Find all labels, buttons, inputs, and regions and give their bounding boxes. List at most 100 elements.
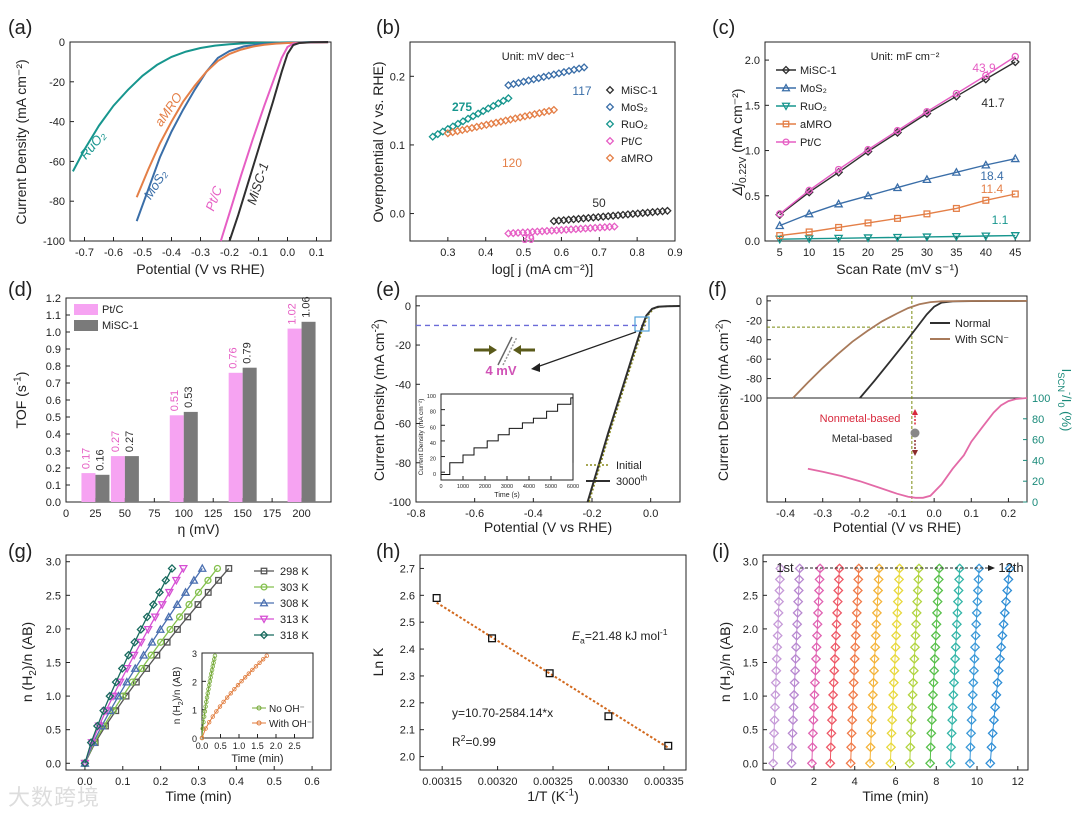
series-line	[84, 567, 230, 764]
data-point	[871, 607, 883, 619]
data-point	[953, 585, 964, 596]
data-point	[927, 702, 938, 713]
panel-g: 0.0 0.1 0.2 0.3 0.4 0.5 0.6 0.0 0.5 1.0 1.5 2.0 2.5 3…	[46, 554, 332, 788]
data-point	[933, 585, 944, 596]
data-point	[833, 574, 844, 585]
capacitance-label: 11.4	[981, 182, 1004, 196]
data-point	[988, 714, 1000, 726]
data-point	[1010, 153, 1020, 163]
data-point	[663, 206, 672, 216]
data-point	[967, 689, 978, 701]
data-point	[771, 665, 782, 676]
x-tick-label: 0.0	[926, 508, 941, 520]
x-tick-label: 0.00330	[589, 776, 629, 788]
x-tick-label: 3000	[501, 484, 513, 490]
y-tick-label: 0.0	[743, 758, 758, 770]
data-point	[947, 702, 958, 713]
x-tick-label: 25	[89, 508, 101, 520]
y-tick-label: 2.0	[400, 752, 415, 764]
data-point	[148, 600, 158, 609]
y-tick-label: 2.5	[400, 617, 415, 629]
x-tick-label: 0.1	[964, 508, 979, 520]
data-point	[893, 574, 905, 585]
data-point	[867, 689, 879, 701]
x-tick-label: 0.5	[214, 741, 227, 751]
y-axis-title: Current Density (mA cm⁻²)	[13, 59, 29, 224]
data-point	[166, 625, 174, 634]
y-tick-label: 0.1	[46, 480, 61, 492]
y-tick-label: 2	[192, 677, 197, 687]
x-tick-label: 0.00335	[644, 776, 684, 788]
data-point	[933, 574, 944, 585]
data-point	[825, 758, 836, 769]
data-point	[178, 564, 188, 574]
x-tick-label: -0.3	[813, 508, 832, 520]
inset-data-point	[239, 679, 244, 684]
y-tick-label: 0.7	[46, 378, 61, 390]
data-point	[105, 691, 115, 701]
data-point	[968, 665, 980, 676]
data-point	[810, 665, 821, 676]
bar-value-label: 0.76	[228, 347, 240, 368]
y-tick-label: 0.6	[46, 395, 61, 407]
data-point	[908, 665, 919, 676]
data-point	[972, 585, 984, 596]
y-axis-title: Current Density (mA cm-2)	[370, 319, 387, 481]
data-point	[789, 677, 800, 688]
x-tick-label: -0.8	[407, 508, 426, 520]
data-point	[770, 677, 781, 688]
series-line	[586, 305, 681, 503]
x-tick-label: 20	[862, 247, 874, 259]
data-point	[213, 564, 222, 573]
data-point	[893, 214, 902, 222]
inset-x-title: Time (min)	[231, 753, 283, 765]
data-point	[952, 204, 960, 212]
data-point	[886, 728, 897, 739]
data-point	[194, 588, 203, 596]
inset-data-point	[203, 726, 208, 731]
data-point	[789, 665, 801, 676]
data-point	[926, 728, 937, 739]
data-point	[954, 574, 965, 585]
data-point	[489, 101, 498, 111]
data-point	[807, 728, 819, 739]
data-point	[892, 607, 903, 619]
data-point	[136, 625, 146, 634]
series-line	[779, 234, 1016, 240]
y-tick-label: 0	[405, 301, 411, 313]
data-point	[786, 758, 797, 769]
data-point	[872, 596, 883, 607]
data-point	[809, 677, 821, 688]
data-point	[775, 235, 785, 245]
series-line	[792, 300, 1027, 399]
y-axis-title: Current Density (mA cm-2)	[714, 319, 731, 481]
data-point	[225, 564, 233, 572]
data-point	[1002, 585, 1013, 596]
arrow-head	[513, 345, 521, 355]
legend-entry: aMRO	[621, 153, 653, 165]
legend-entry: 308 K	[280, 598, 309, 610]
y-tick-label: -100	[740, 393, 762, 405]
legend-entry: Pt/C	[800, 137, 821, 149]
inset-data-point	[210, 714, 215, 719]
bar-value-label: 0.16	[94, 449, 106, 470]
data-point	[463, 114, 473, 123]
data-point	[892, 596, 903, 607]
data-point	[835, 223, 843, 231]
y-tick-label: -40	[395, 379, 411, 391]
data-point	[775, 210, 785, 220]
x-tick-label: 30	[921, 247, 933, 259]
data-point	[812, 607, 824, 619]
data-point	[92, 721, 102, 731]
slope-label: 50	[592, 196, 606, 210]
legend-entry: 3000th	[616, 474, 647, 488]
inset-data-point	[206, 682, 212, 688]
x-tick-label: -0.4	[524, 508, 543, 520]
data-point	[848, 677, 859, 688]
data-point	[873, 574, 884, 585]
data-point	[893, 126, 902, 135]
data-point	[906, 702, 918, 713]
data-point	[808, 714, 819, 726]
data-point	[433, 129, 442, 139]
